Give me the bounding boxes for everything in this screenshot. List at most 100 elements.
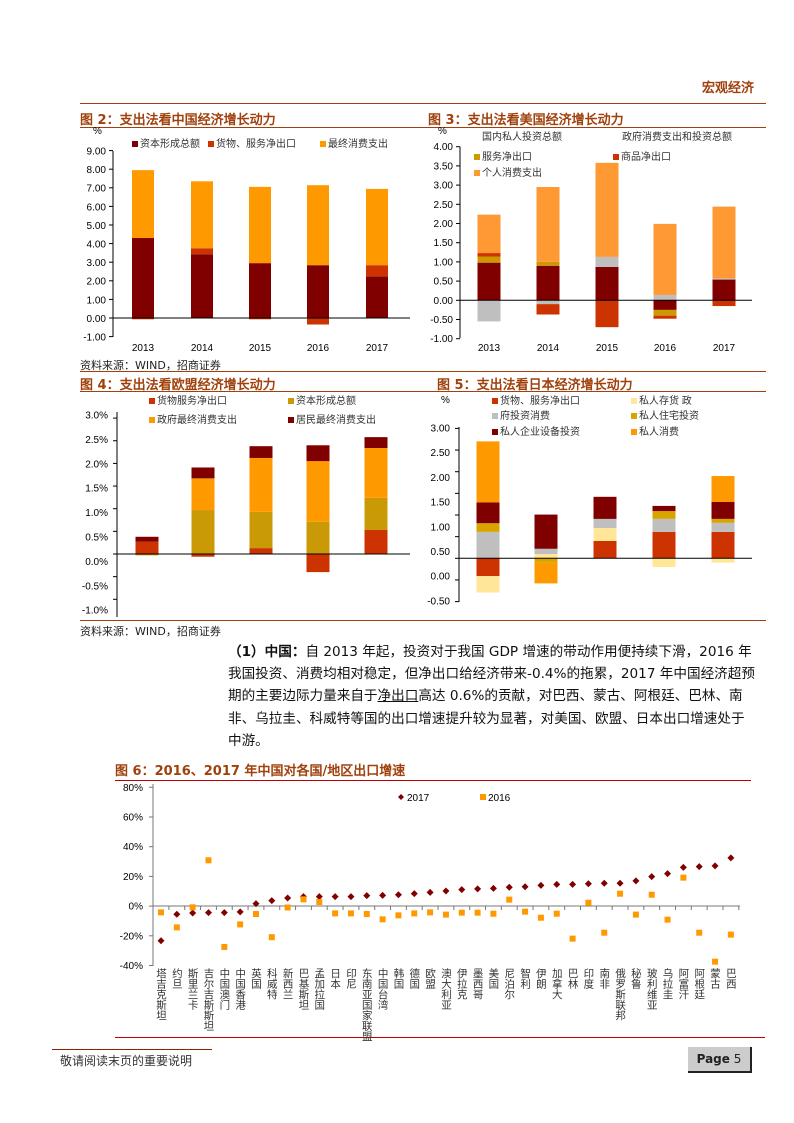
fig6-category-label: 尼泊尔 [503, 968, 516, 1000]
fig6-category-label: 德国 [408, 968, 421, 989]
fig4-bar-2017 [364, 447, 388, 498]
header-divider [80, 103, 766, 104]
page-label: Page [696, 1052, 730, 1066]
fig5-legend-label: 货物、服务净出口 [500, 394, 580, 407]
fig6-category-label: 新西兰 [281, 968, 294, 1000]
fig2-x-tick-label: 2013 [132, 343, 155, 354]
fig2-legend-marker [208, 141, 214, 147]
fig6-point-2016 [648, 891, 655, 898]
fig5-y-tick-label: 1.50 [431, 498, 451, 509]
fig6-point-2016 [442, 911, 449, 918]
fig6-y-tick-label: 60% [123, 813, 143, 824]
source-divider-2 [80, 620, 766, 621]
fig3-y-tick-label: 3.00 [434, 181, 454, 192]
fig6-y-tick-label: 80% [123, 783, 143, 794]
fig6-category-label: 加拿大 [550, 968, 563, 1000]
fig6-category-label: 印尼 [344, 968, 357, 989]
fig5-bar-2013 [476, 523, 500, 532]
fig6-category-label: 斯里兰卡 [186, 968, 199, 1010]
fig5-bar-2016 [652, 558, 676, 567]
fig4-legend-label: 货物服务净出口 [157, 394, 227, 407]
fig5-legend-marker [631, 398, 637, 404]
fig6-point-2016 [696, 929, 703, 936]
fig6-point-2016 [553, 910, 560, 917]
fig6-point-2017 [505, 883, 513, 891]
fig6-point-2017 [474, 885, 482, 893]
fig6-category-label: 约旦 [170, 968, 183, 989]
fig6-category-label: 阿根廷 [693, 968, 706, 1000]
fig6-point-2016 [411, 910, 418, 917]
fig3-legend-label: 政府消费支出和投资总额 [622, 130, 732, 143]
fig6-point-2017 [157, 937, 165, 945]
fig2-legend-label: 最终消费支出 [328, 137, 388, 150]
fig2-y-tick-label: 4.00 [87, 240, 107, 251]
fig3-y-tick-label: 0.00 [434, 296, 454, 307]
fig3-bar-2017 [712, 206, 736, 279]
fig6-category-label: 印度 [582, 968, 595, 989]
fig3-y-unit: % [438, 126, 447, 137]
fig3-legend-marker [474, 170, 480, 176]
fig4-y-tick-label: 0.5% [85, 533, 108, 544]
fig6-point-2017 [695, 863, 703, 871]
fig6-point-2017 [220, 909, 228, 917]
fig6-category-label: 玻利维亚 [645, 968, 658, 1010]
fig6-category-label: 东南亚国家联盟 [360, 968, 373, 1042]
fig4-bar-2014 [191, 478, 215, 511]
fig2-y-tick-label: 8.00 [87, 165, 107, 176]
fig6-y-tick-label: 40% [123, 842, 143, 853]
fig6-point-2017 [569, 880, 577, 888]
fig5-bar-2017 [711, 518, 735, 523]
fig2-x-tick-label: 2016 [307, 343, 330, 354]
fig6-point-2016 [300, 896, 307, 903]
fig3-bar-2014 [536, 304, 560, 315]
fig6-point-2017 [394, 891, 402, 899]
fig6-point-2016 [632, 911, 639, 918]
fig2-source: 资料来源：WIND，招商证券 [80, 359, 221, 372]
fig4-bar-2013 [135, 536, 159, 542]
fig3-bar-2017 [712, 278, 736, 280]
fig2-legend-label: 货物、服务净出口 [216, 137, 296, 150]
paragraph-line: 自 2013 年起，投资对于我国 GDP 增速的带动作用便持续下滑，2016 年 [305, 644, 752, 660]
fig6-point-2017 [410, 890, 418, 898]
fig5-legend-marker [631, 413, 637, 419]
fig6-bottom-divider [115, 1037, 765, 1038]
fig3-y-tick-label: 1.00 [434, 257, 454, 268]
fig3-bar-2013 [477, 300, 501, 322]
fig2-y-unit: % [93, 126, 102, 137]
fig3-x-tick-label: 2017 [713, 343, 736, 354]
fig6-category-label: 吉尔吉斯斯坦 [202, 968, 215, 1031]
fig4-bar-2016 [306, 445, 330, 462]
fig4-bar-2014 [191, 467, 215, 479]
fig2-bar-2016 [307, 318, 329, 325]
fig5-title: 图 5：支出法看日本经济增长动力 [437, 378, 633, 393]
fig5-legend-label: 府投资消费 [500, 409, 550, 422]
fig6-category-label: 蒙古 [709, 968, 722, 989]
fig6-point-2017 [600, 879, 608, 887]
fig6-y-tick-label: -20% [120, 931, 143, 942]
fig6-point-2017 [521, 883, 529, 891]
fig4-source: 资料来源：WIND，招商证券 [80, 625, 221, 638]
fig5-bar-2015 [593, 518, 617, 528]
fig6-point-2017 [711, 862, 719, 870]
fig5-bar-2017 [711, 476, 735, 503]
fig6-point-2016 [379, 916, 386, 923]
fig3-bar-2015 [595, 266, 619, 301]
fig2-legend-label: 资本形成总额 [140, 137, 200, 150]
fig6-point-2016 [680, 874, 687, 881]
fig6-category-label: 澳大利亚 [439, 968, 452, 1010]
fig4-bar-2017 [364, 529, 388, 554]
fig3-bar-2013 [477, 262, 501, 301]
fig5-legend-label: 私人消费 [639, 425, 679, 438]
fig-title-divider [80, 127, 766, 128]
fig6-point-2017 [632, 877, 640, 885]
fig3-bar-2016 [653, 300, 677, 310]
fig4-bar-2015 [249, 548, 273, 554]
china-paragraph: （1）中国：自 2013 年起，投资对于我国 GDP 增速的带动作用便持续下滑，… [228, 641, 758, 752]
fig5-bar-2016 [652, 518, 676, 532]
fig5-bar-2014 [534, 553, 558, 559]
fig6-category-label: 巴林 [566, 968, 579, 989]
fig6-point-2016 [395, 912, 402, 919]
paragraph-label: （1）中国： [228, 644, 306, 660]
fig4-legend-label: 资本形成总额 [296, 394, 356, 407]
